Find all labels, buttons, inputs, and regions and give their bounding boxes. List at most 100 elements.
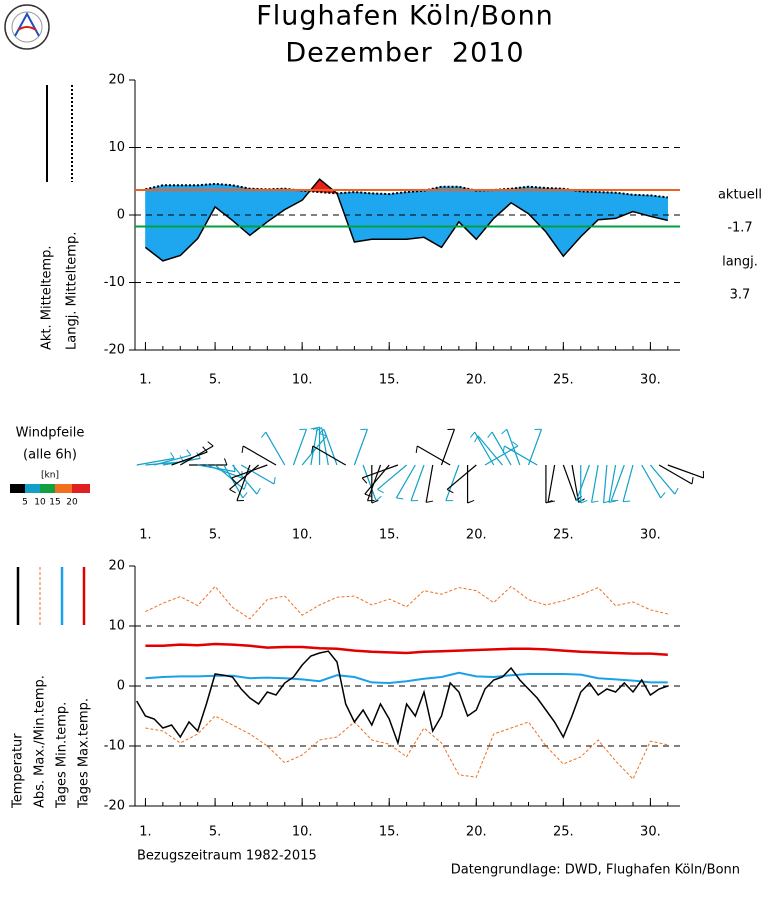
wind-barb — [660, 492, 666, 499]
wind-barb — [260, 431, 267, 438]
wind-arrow — [312, 445, 346, 466]
wind-barb — [243, 482, 247, 490]
deviation-fill — [388, 191, 407, 240]
wind-arrow — [425, 464, 434, 503]
wind-arrow — [395, 464, 416, 499]
chart-subtitle: Dezember 2010 — [285, 38, 524, 69]
wind-barb — [608, 500, 616, 503]
wind-barb — [186, 449, 192, 456]
wind-arrow — [484, 445, 519, 466]
wind-barb — [229, 488, 236, 494]
wind-arrow — [231, 464, 268, 479]
deviation-fill — [528, 186, 547, 233]
wind-arrow — [440, 429, 456, 466]
wind-arrow — [491, 431, 512, 466]
reference-name: aktuell — [718, 188, 762, 203]
y-tick-label: 20 — [108, 73, 125, 88]
y-tick-label: -10 — [104, 275, 125, 290]
daily-min-line — [145, 671, 668, 685]
wind-barb — [512, 441, 519, 447]
wind-arrow — [575, 464, 591, 501]
wind-barb — [580, 499, 588, 504]
wind-arrow — [301, 435, 328, 466]
wind-arrow — [410, 464, 425, 501]
data-source: Datengrundlage: DWD, Flughafen Köln/Bonn — [451, 863, 740, 878]
wind-barb — [469, 431, 476, 438]
wind-arrow — [562, 464, 577, 501]
wind-barb — [361, 477, 368, 484]
wind-arrow — [242, 445, 277, 466]
x-tick-label: 20. — [466, 528, 487, 543]
wind-barb — [591, 500, 599, 503]
colorscale-tick: 5 — [22, 498, 28, 508]
legend-label: Akt. Mitteltemp. — [40, 245, 55, 350]
wind-barb — [415, 445, 418, 453]
wind-arrow — [527, 429, 543, 466]
wind-barb — [241, 445, 244, 453]
x-tick-label: 5. — [209, 373, 221, 388]
wind-barb — [318, 428, 325, 435]
colorscale-bin — [40, 484, 55, 493]
y-tick-label: 20 — [108, 559, 125, 574]
wind-barb — [426, 500, 434, 503]
colorscale-bin — [55, 484, 72, 493]
reference-name: langj. — [722, 255, 758, 270]
logo — [4, 4, 50, 50]
chart-title: Flughafen Köln/Bonn — [256, 1, 554, 32]
wind-arrow — [547, 464, 556, 503]
wind-barb — [467, 499, 475, 504]
wind-arrow — [602, 464, 608, 503]
wind-barb — [223, 458, 228, 466]
colorscale-bin — [10, 484, 25, 493]
deviation-fill — [441, 186, 460, 249]
wind-arrow — [377, 464, 408, 490]
x-tick-label: 20. — [466, 373, 487, 388]
x-tick-label: 30. — [640, 373, 661, 388]
x-tick-label: 25. — [553, 373, 574, 388]
deviation-fill — [632, 194, 651, 217]
wind-arrow — [136, 457, 175, 466]
wind-barb — [231, 477, 237, 484]
deviation-fill — [493, 188, 512, 219]
x-tick-label: 5. — [209, 528, 221, 543]
wind-barb — [691, 477, 694, 485]
wind-barb — [375, 495, 382, 502]
y-tick-label: 10 — [108, 140, 125, 155]
reference-value: -1.7 — [727, 221, 752, 236]
wind-arrow — [622, 464, 634, 502]
wind-arrow — [649, 464, 676, 495]
y-tick-label: -20 — [104, 343, 125, 358]
wind-arrow — [321, 427, 329, 466]
wind-arrow — [658, 464, 693, 485]
reference-value: 3.7 — [730, 288, 751, 303]
x-tick-label: 15. — [379, 825, 400, 840]
abs-min-line — [145, 715, 668, 780]
wind-barb — [474, 435, 479, 443]
wind-barb — [315, 427, 322, 432]
wind-barb — [371, 499, 379, 504]
wind-arrow — [477, 435, 503, 466]
wind-barb — [202, 446, 208, 453]
temperature-line — [136, 650, 669, 746]
wind-arrow — [590, 464, 599, 503]
deviation-fill — [267, 188, 285, 223]
wind-arrow — [292, 429, 308, 466]
wind-arrow — [265, 431, 286, 466]
wind-barb — [273, 477, 276, 485]
wind-barb — [396, 497, 404, 500]
wind-barb — [256, 487, 261, 495]
wind-barb — [170, 452, 175, 459]
x-tick-label: 25. — [553, 528, 574, 543]
wind-title: Windpfeile — [16, 426, 85, 441]
deviation-fill — [371, 193, 390, 240]
wind-arrow — [153, 454, 192, 466]
y-tick-label: -20 — [104, 799, 125, 814]
x-tick-label: 20. — [466, 825, 487, 840]
wind-arrow — [506, 429, 521, 466]
deviation-fill — [597, 191, 616, 220]
wind-arrow — [667, 464, 704, 479]
wind-barb — [242, 492, 248, 499]
legend-label: Langj. Mitteltemp. — [65, 232, 80, 350]
wind-barb — [547, 500, 555, 503]
